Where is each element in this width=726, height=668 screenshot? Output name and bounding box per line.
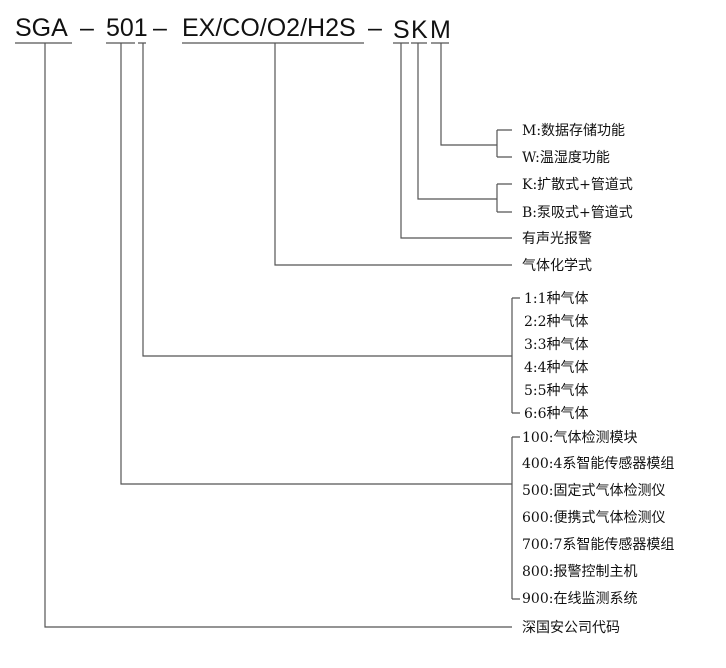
code-gas-formula: EX/CO/O2/H2S xyxy=(182,14,356,42)
code-m: M xyxy=(430,16,451,44)
label-gas-count: 6:6种气体 xyxy=(524,406,589,422)
label-m: M:数据存储功能 xyxy=(522,123,625,139)
label-k: K:扩散式+管道式 xyxy=(522,177,633,193)
label-series: 700:7系智能传感器模组 xyxy=(522,536,674,553)
label-series: 800:报警控制主机 xyxy=(522,564,637,580)
code-dash: – xyxy=(80,14,94,42)
label-series: 400:4系智能传感器模组 xyxy=(522,455,674,472)
label-company: 深国安公司代码 xyxy=(522,620,620,636)
label-series: 900:在线监测系统 xyxy=(522,591,637,607)
option-labels: M:数据存储功能 W:温湿度功能 K:扩散式+管道式 B:泵吸式+管道式 有声光… xyxy=(522,123,674,636)
code-dash: – xyxy=(153,14,167,42)
label-gas-count: 2:2种气体 xyxy=(524,314,589,330)
code-s: S xyxy=(393,16,410,44)
label-gas-formula: 气体化学式 xyxy=(522,258,592,274)
code-501: 501 xyxy=(106,14,148,42)
code-dash: – xyxy=(368,14,382,42)
label-series: 500:固定式气体检测仪 xyxy=(522,483,665,499)
label-alarm: 有声光报警 xyxy=(522,231,592,247)
code-k: K xyxy=(411,16,428,44)
label-gas-count: 4:4种气体 xyxy=(524,360,589,376)
code-sga: SGA xyxy=(15,14,68,42)
label-gas-count: 3:3种气体 xyxy=(524,337,589,353)
label-series: 100:气体检测模块 xyxy=(522,430,637,446)
model-code: SGA – 501 – EX/CO/O2/H2S – S K M xyxy=(15,14,451,44)
label-gas-count: 1:1种气体 xyxy=(524,291,589,307)
label-b: B:泵吸式+管道式 xyxy=(522,205,633,221)
label-w: W:温湿度功能 xyxy=(522,150,610,166)
label-series: 600:便携式气体检测仪 xyxy=(522,510,665,526)
label-gas-count: 5:5种气体 xyxy=(524,383,589,399)
connector-lines xyxy=(44,43,520,628)
